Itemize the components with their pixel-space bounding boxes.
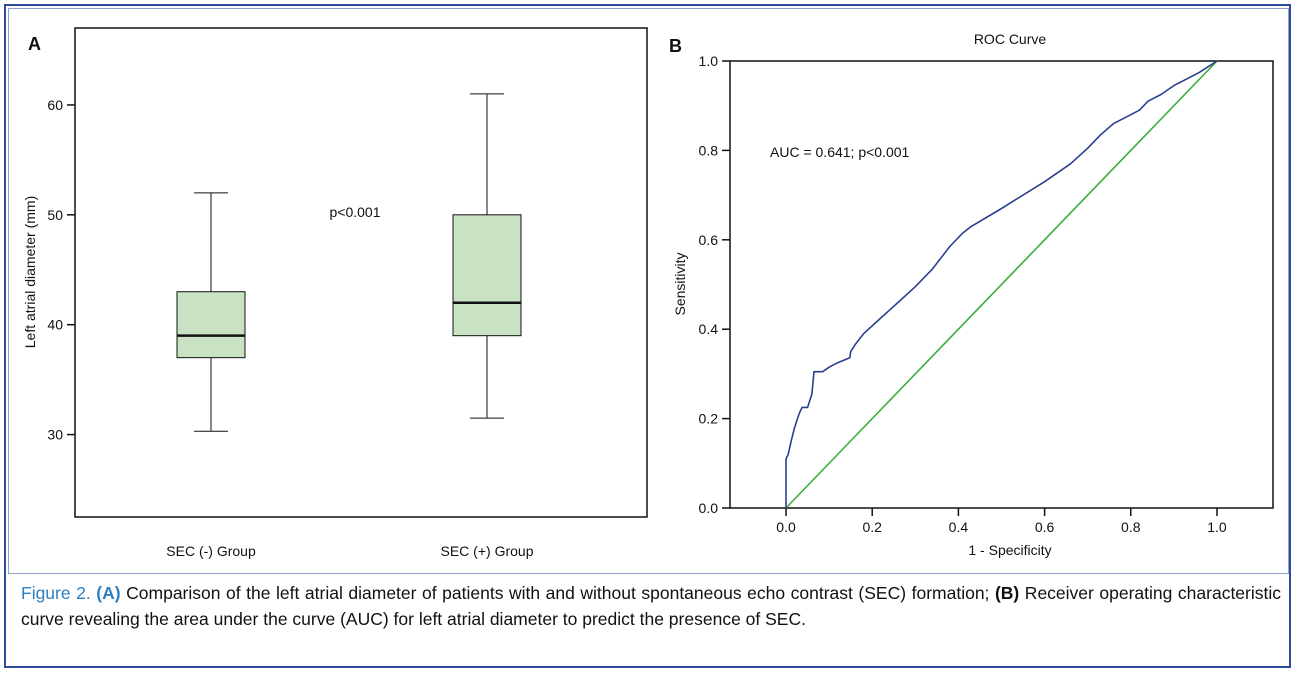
panel-container	[8, 8, 1289, 574]
x-category-label: SEC (-) Group	[166, 543, 256, 559]
x-tick-label-0.8: 0.8	[1121, 519, 1141, 535]
panel-a-label: A	[28, 34, 41, 54]
x-tick-label-0.6: 0.6	[1035, 519, 1055, 535]
panel-b: B ROC Curve 0.0 0.2 0.4 0.6 0.8 1.0 0.0 0.2 0.4…	[669, 31, 1274, 558]
panel-a-x-categories: SEC (-) Group SEC (+) Group	[166, 543, 533, 559]
panel-a-y-axis: 30 40 50 60	[47, 97, 75, 443]
panel-b-label: B	[669, 36, 682, 56]
caption-part-a-tag: (A)	[96, 583, 121, 603]
y-tick-label-1.0: 1.0	[699, 53, 719, 69]
reference-diagonal-line	[785, 60, 1218, 509]
roc-curve-line	[785, 60, 1218, 508]
panel-a-y-axis-label: Left atrial diameter (mm)	[22, 196, 38, 348]
box-2	[452, 93, 522, 419]
y-tick-label-0.2: 0.2	[699, 411, 719, 427]
panel-b-y-axis: 0.0 0.2 0.4 0.6 0.8 1.0	[699, 53, 730, 516]
auc-annotation: AUC = 0.641; p<0.001	[770, 144, 910, 160]
box-iqr	[452, 214, 522, 337]
panel-a: A 30 40 50 60 Left atrial diameter (mm) SEC…	[22, 27, 648, 559]
figure-border	[4, 4, 1291, 668]
panel-b-series	[785, 60, 1218, 509]
caption-part-a-text: Comparison of the left atrial diameter o…	[120, 583, 995, 603]
y-tick-label-0.8: 0.8	[699, 142, 719, 158]
box-iqr	[176, 291, 246, 359]
y-tick-label-0.4: 0.4	[699, 321, 719, 337]
caption-part-b-tag: (B)	[994, 583, 1020, 603]
panel-b-plot-area	[729, 60, 1274, 509]
y-tick-label-30: 30	[47, 427, 63, 443]
figure-svg: A 30 40 50 60 Left atrial diameter (mm) SEC…	[22, 27, 1274, 559]
figure-caption: Figure 2. (A) Comparison of the left atr…	[21, 580, 1281, 632]
caption-part-b-text: Receiver operating characteristic curve …	[21, 583, 1282, 629]
panel-b-x-axis-label: 1 - Specificity	[968, 542, 1051, 558]
caption-figure-number: Figure 2.	[21, 583, 91, 603]
y-tick-label-50: 50	[47, 207, 63, 223]
x-tick-label-0.4: 0.4	[949, 519, 969, 535]
x-tick-label-0.2: 0.2	[862, 519, 882, 535]
y-tick-label-0.6: 0.6	[699, 232, 719, 248]
y-tick-label-0.0: 0.0	[699, 500, 719, 516]
x-tick-label-0.0: 0.0	[776, 519, 796, 535]
panel-b-y-axis-label: Sensitivity	[672, 252, 688, 315]
panel-a-plot-area	[74, 27, 648, 518]
panel-a-p-value: p<0.001	[330, 204, 381, 220]
box-1	[176, 192, 246, 432]
y-tick-label-60: 60	[47, 97, 63, 113]
panel-b-x-axis: 0.0 0.2 0.4 0.6 0.8 1.0	[776, 508, 1227, 535]
x-category-label: SEC (+) Group	[441, 543, 534, 559]
x-tick-label-1.0: 1.0	[1207, 519, 1227, 535]
y-tick-label-40: 40	[47, 317, 63, 333]
roc-title: ROC Curve	[974, 31, 1047, 47]
panel-a-boxes	[176, 93, 522, 432]
